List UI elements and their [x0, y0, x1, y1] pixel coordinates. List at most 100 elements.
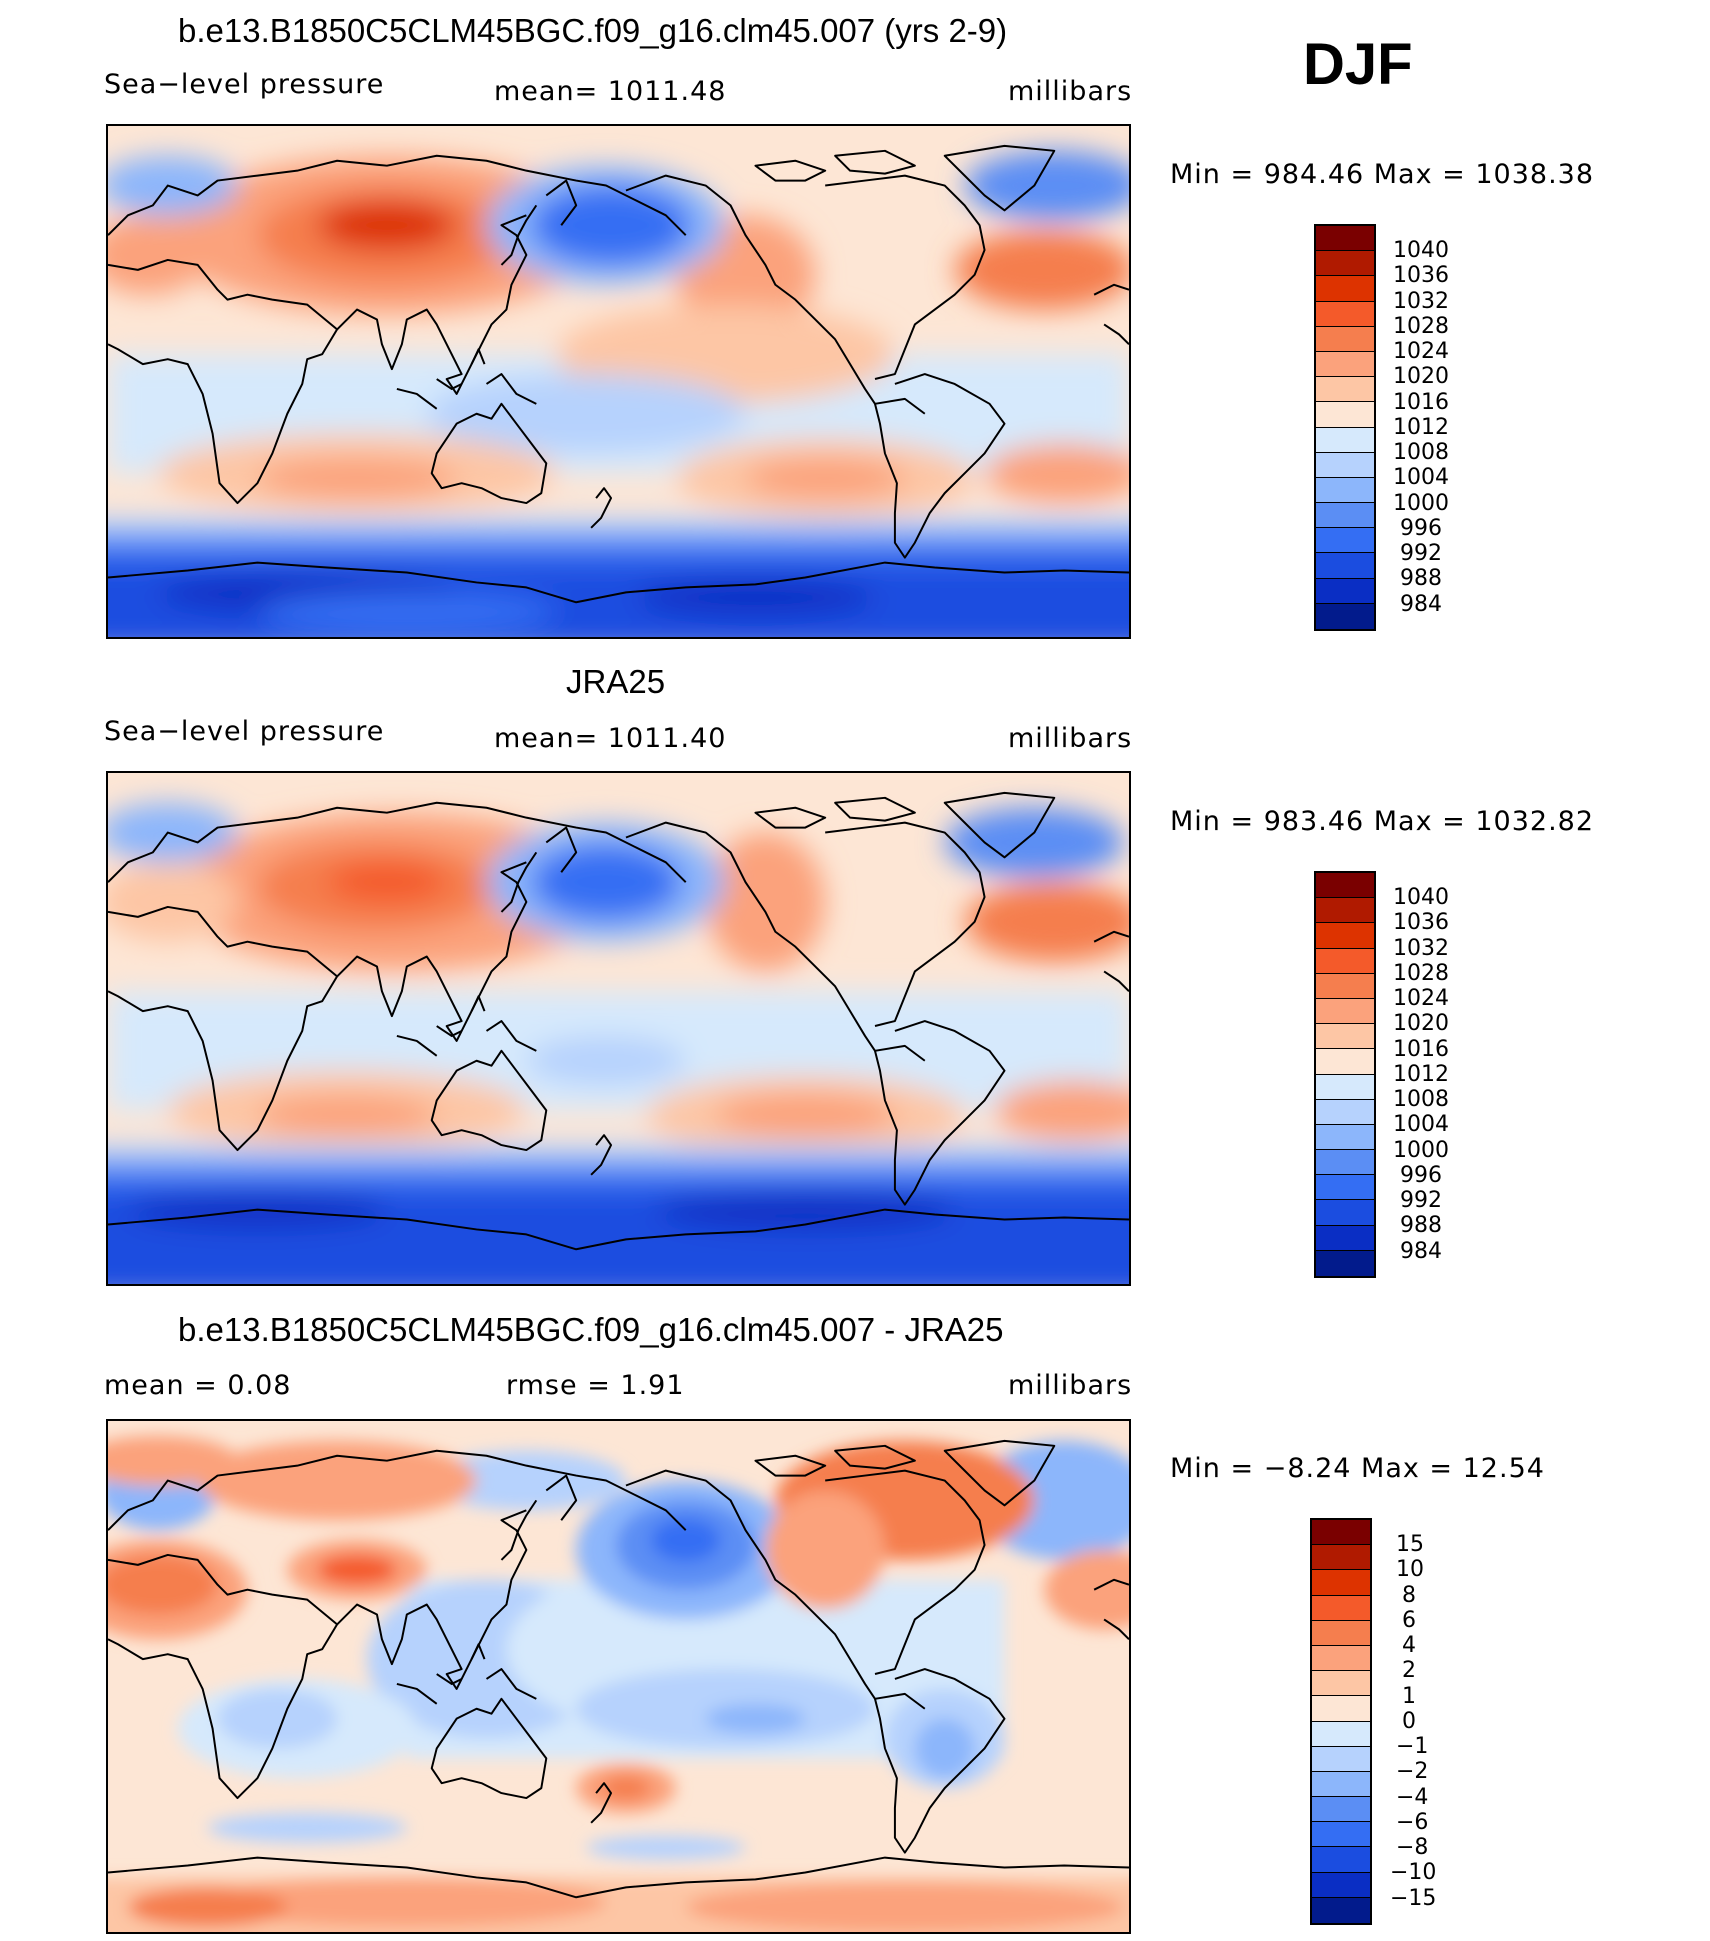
colorbar-label: 1036	[1393, 910, 1449, 935]
panel1-mean-label: mean= 1011.48	[494, 76, 727, 107]
panel2-map-svg	[108, 773, 1129, 1284]
colorbar-swatch	[1316, 1099, 1374, 1125]
colorbar-label: 1032	[1393, 936, 1449, 961]
colorbar-label: 996	[1400, 516, 1442, 541]
colorbar-label: −8	[1396, 1835, 1429, 1860]
panel2-left-label: Sea−level pressure	[104, 716, 385, 747]
colorbar-swatch	[1312, 1545, 1370, 1571]
colorbar-swatch	[1316, 1250, 1374, 1276]
colorbar-label: 2	[1402, 1658, 1416, 1683]
colorbar-swatch	[1312, 1897, 1370, 1923]
colorbar-swatch	[1312, 1872, 1370, 1898]
colorbar-swatch	[1316, 603, 1374, 629]
panel2-map	[106, 771, 1131, 1286]
panel3-mean-label: mean = 0.08	[104, 1370, 292, 1401]
colorbar-swatch	[1316, 1225, 1374, 1251]
colorbar-swatch	[1316, 226, 1374, 252]
colorbar-swatch	[1316, 1074, 1374, 1100]
colorbar-label: 4	[1402, 1633, 1416, 1658]
colorbar-swatch	[1316, 973, 1374, 999]
panel2-title: JRA25	[566, 663, 666, 700]
panel1-map	[106, 124, 1131, 639]
panel3-title: b.e13.B1850C5CLM45BGC.f09_g16.clm45.007 …	[178, 1311, 1004, 1348]
colorbar-label: 15	[1396, 1532, 1424, 1557]
colorbar-swatch	[1316, 998, 1374, 1025]
colorbar-swatch	[1312, 1721, 1370, 1747]
colorbar-swatch	[1312, 1570, 1370, 1596]
panel1-left-label: Sea−level pressure	[104, 69, 385, 100]
colorbar-label: 1004	[1393, 465, 1449, 490]
colorbar-label: 1	[1402, 1684, 1416, 1709]
colorbar-swatch	[1312, 1645, 1370, 1672]
colorbar-swatch	[1316, 326, 1374, 352]
panel3-map-svg	[108, 1421, 1129, 1932]
colorbar-label: 1000	[1393, 1138, 1449, 1163]
colorbar-swatch	[1312, 1620, 1370, 1646]
colorbar-label: 1020	[1393, 364, 1449, 389]
colorbar-swatch	[1312, 1797, 1370, 1823]
panel2-colorbar	[1314, 871, 1376, 1278]
colorbar-swatch	[1312, 1822, 1370, 1848]
colorbar-swatch	[1316, 873, 1374, 899]
colorbar-swatch	[1312, 1671, 1370, 1697]
colorbar-swatch	[1316, 1024, 1374, 1050]
colorbar-label: 1012	[1393, 415, 1449, 440]
colorbar-swatch	[1316, 503, 1374, 529]
colorbar-label: 10	[1396, 1557, 1424, 1582]
colorbar-label: 992	[1400, 1188, 1442, 1213]
colorbar-swatch	[1316, 553, 1374, 579]
panel2-minmax: Min = 983.46 Max = 1032.82	[1170, 806, 1595, 837]
colorbar-label: 988	[1400, 1213, 1442, 1238]
colorbar-swatch	[1316, 1200, 1374, 1226]
colorbar-swatch	[1316, 251, 1374, 277]
colorbar-swatch	[1316, 276, 1374, 302]
colorbar-label: 1032	[1393, 289, 1449, 314]
colorbar-label: 1028	[1393, 314, 1449, 339]
panel1-minmax: Min = 984.46 Max = 1038.38	[1170, 159, 1595, 190]
colorbar-label: 1004	[1393, 1112, 1449, 1137]
colorbar-label: 1024	[1393, 339, 1449, 364]
panel1-map-svg	[108, 126, 1129, 637]
colorbar-label: 984	[1400, 592, 1442, 617]
colorbar-swatch	[1316, 948, 1374, 974]
season-label: DJF	[1303, 32, 1413, 97]
colorbar-swatch	[1316, 1049, 1374, 1075]
colorbar-swatch	[1316, 923, 1374, 949]
colorbar-label: 1016	[1393, 1037, 1449, 1062]
panel3-minmax: Min = −8.24 Max = 12.54	[1170, 1453, 1545, 1484]
colorbar-swatch	[1312, 1847, 1370, 1873]
colorbar-swatch	[1316, 477, 1374, 504]
colorbar-label: 1012	[1393, 1062, 1449, 1087]
colorbar-swatch	[1316, 1124, 1374, 1151]
colorbar-label: −1	[1396, 1734, 1429, 1759]
colorbar-label: 1040	[1393, 885, 1449, 910]
colorbar-label: 1000	[1393, 491, 1449, 516]
colorbar-swatch	[1316, 578, 1374, 604]
colorbar-swatch	[1312, 1771, 1370, 1798]
colorbar-swatch	[1312, 1746, 1370, 1772]
colorbar-swatch	[1312, 1595, 1370, 1621]
panel1-title: b.e13.B1850C5CLM45BGC.f09_g16.clm45.007 …	[178, 12, 1008, 49]
colorbar-swatch	[1316, 402, 1374, 428]
panel3-units: millibars	[1008, 1370, 1133, 1401]
panel2-mean-label: mean= 1011.40	[494, 723, 727, 754]
panel1-units: millibars	[1008, 76, 1133, 107]
colorbar-swatch	[1316, 377, 1374, 403]
colorbar-swatch	[1316, 898, 1374, 924]
colorbar-label: 0	[1402, 1709, 1416, 1734]
colorbar-label: 1028	[1393, 961, 1449, 986]
colorbar-swatch	[1316, 301, 1374, 327]
colorbar-label: 1008	[1393, 1087, 1449, 1112]
colorbar-swatch	[1316, 528, 1374, 554]
colorbar-label: −4	[1396, 1785, 1429, 1810]
colorbar-label: 1036	[1393, 263, 1449, 288]
colorbar-label: 984	[1400, 1239, 1442, 1264]
colorbar-swatch	[1312, 1696, 1370, 1722]
colorbar-swatch	[1316, 1150, 1374, 1176]
colorbar-swatch	[1316, 351, 1374, 378]
colorbar-label: 988	[1400, 566, 1442, 591]
colorbar-label: −6	[1396, 1810, 1429, 1835]
colorbar-swatch	[1316, 452, 1374, 478]
colorbar-label: 6	[1402, 1608, 1416, 1633]
colorbar-label: 996	[1400, 1163, 1442, 1188]
